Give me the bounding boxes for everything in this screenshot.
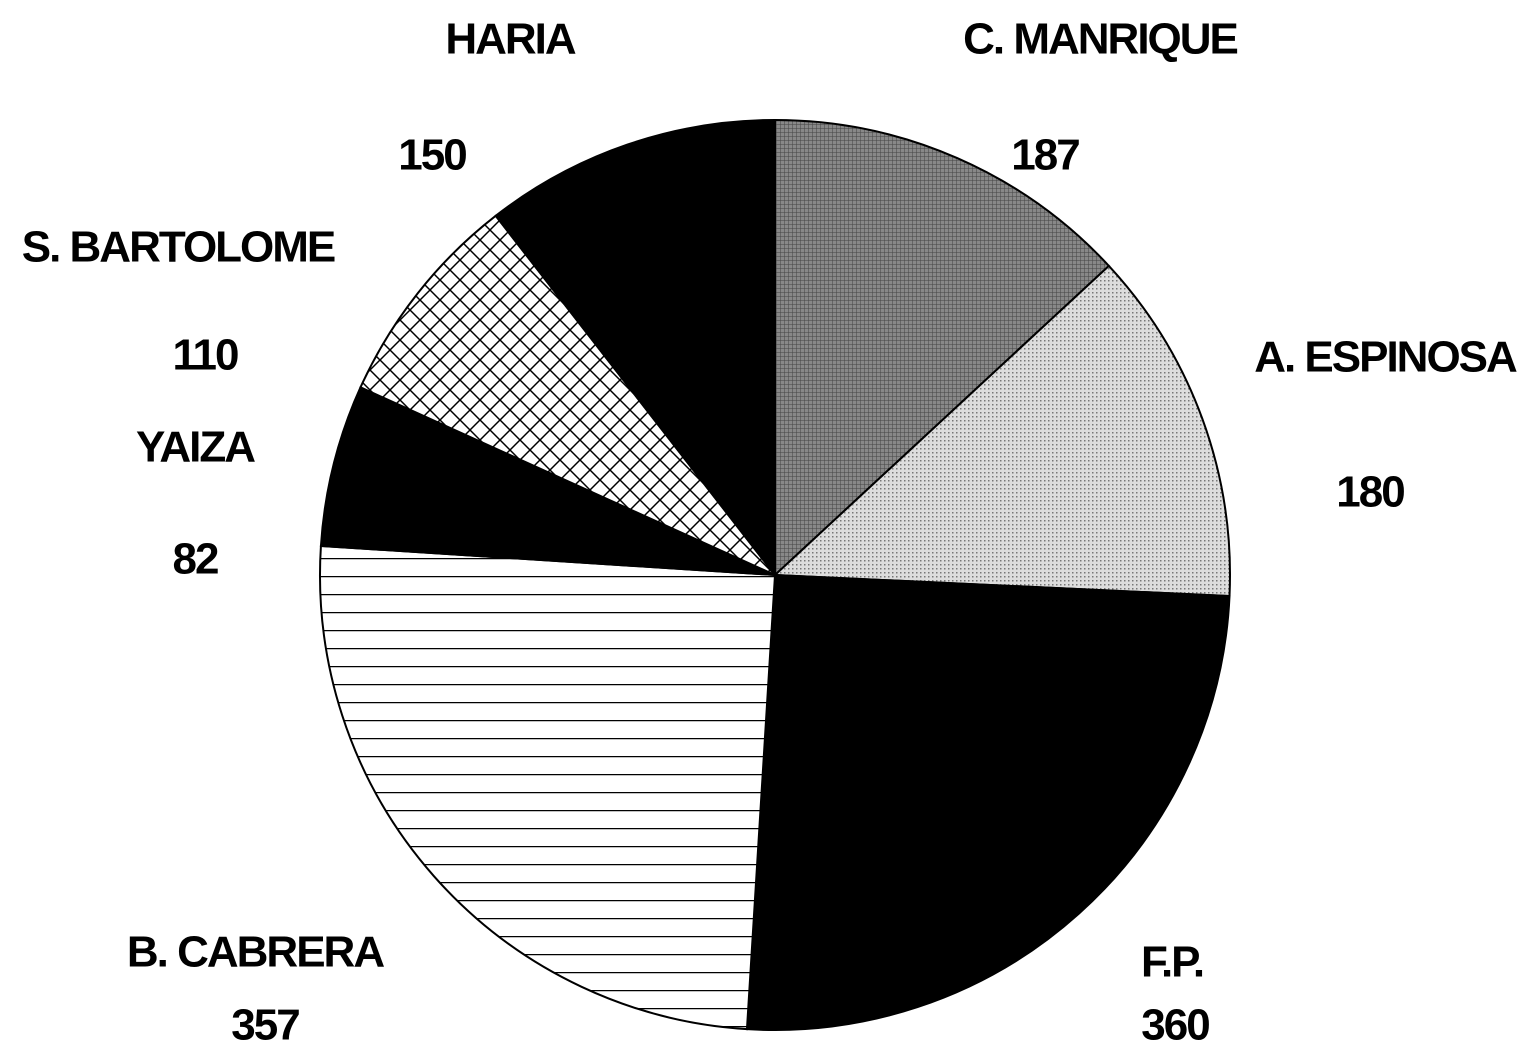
slice-value: 110 — [173, 331, 239, 380]
slice-label: A. ESPINOSA — [1254, 333, 1517, 382]
slice-value: 360 — [1141, 1001, 1209, 1050]
slice-label: C. MANRIQUE — [963, 15, 1237, 64]
pie-slice — [774, 118, 1111, 578]
pie-slice — [359, 214, 776, 576]
slice-value: 357 — [231, 1001, 299, 1050]
pie-slice — [494, 118, 776, 578]
pie-slice — [319, 385, 776, 576]
slice-value: 150 — [398, 131, 466, 180]
pie-slice — [745, 573, 1231, 1031]
slice-label: HARIA — [445, 15, 576, 64]
slice-label: B. CABRERA — [127, 928, 384, 977]
slice-value: 180 — [1336, 468, 1404, 517]
pie-slice — [319, 544, 777, 1031]
slice-label: YAIZA — [136, 423, 255, 472]
slice-value: 82 — [173, 535, 218, 584]
slice-label: F.P. — [1141, 938, 1203, 987]
pie-slice — [772, 264, 1231, 598]
slice-value: 187 — [1011, 131, 1079, 180]
slice-label: S. BARTOLOME — [22, 223, 335, 272]
